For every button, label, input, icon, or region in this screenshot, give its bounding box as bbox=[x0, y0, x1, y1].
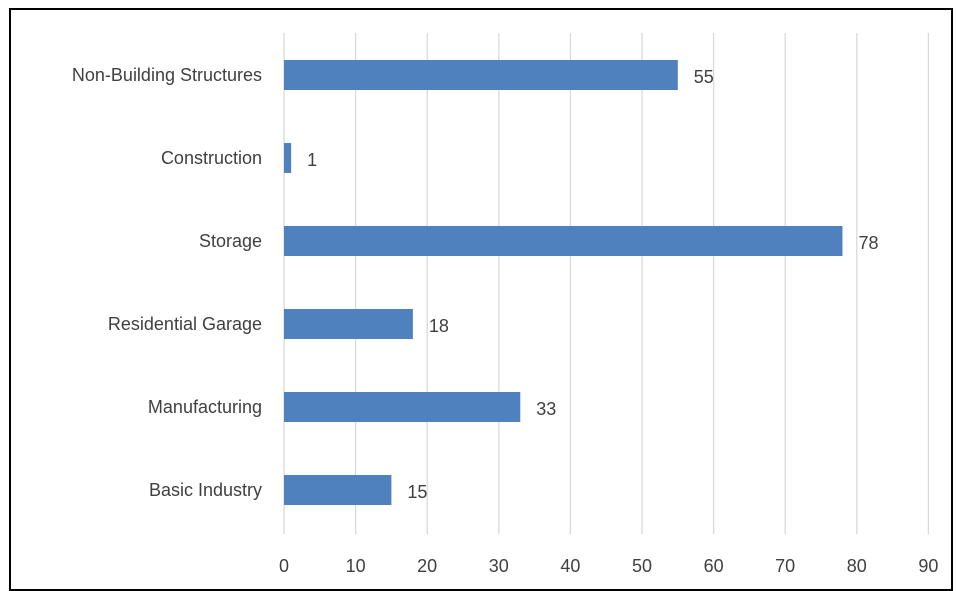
labels: 0 10 20 30 40 50 60 70 80 90 Non-Building Structur… bbox=[72, 65, 939, 576]
bar-residential-garage bbox=[284, 309, 413, 339]
category-label: Residential Garage bbox=[108, 314, 262, 334]
category-label: Construction bbox=[161, 148, 262, 168]
data-label: 1 bbox=[307, 150, 317, 170]
bar-non-building-structures bbox=[284, 60, 678, 90]
category-label: Non-Building Structures bbox=[72, 65, 262, 85]
bar-storage bbox=[284, 226, 843, 256]
bars bbox=[284, 60, 843, 505]
x-tick-label: 70 bbox=[775, 556, 795, 576]
bar-construction bbox=[284, 143, 292, 173]
x-tick-label: 40 bbox=[560, 556, 580, 576]
bar-manufacturing bbox=[284, 392, 521, 422]
x-tick-label: 0 bbox=[279, 556, 289, 576]
x-tick-label: 10 bbox=[346, 556, 366, 576]
category-label: Basic Industry bbox=[149, 480, 262, 500]
data-label: 15 bbox=[407, 482, 427, 502]
data-label: 33 bbox=[536, 399, 556, 419]
category-label: Storage bbox=[199, 231, 262, 251]
x-tick-label: 50 bbox=[632, 556, 652, 576]
x-tick-label: 90 bbox=[918, 556, 938, 576]
x-tick-label: 80 bbox=[847, 556, 867, 576]
data-label: 18 bbox=[429, 316, 449, 336]
category-label: Manufacturing bbox=[148, 397, 262, 417]
bar-basic-industry bbox=[284, 475, 392, 505]
x-tick-label: 30 bbox=[489, 556, 509, 576]
x-tick-label: 20 bbox=[417, 556, 437, 576]
data-label: 78 bbox=[858, 233, 878, 253]
chart-frame bbox=[9, 8, 953, 591]
x-tick-label: 60 bbox=[704, 556, 724, 576]
data-label: 55 bbox=[694, 67, 714, 87]
gridlines bbox=[283, 33, 930, 534]
